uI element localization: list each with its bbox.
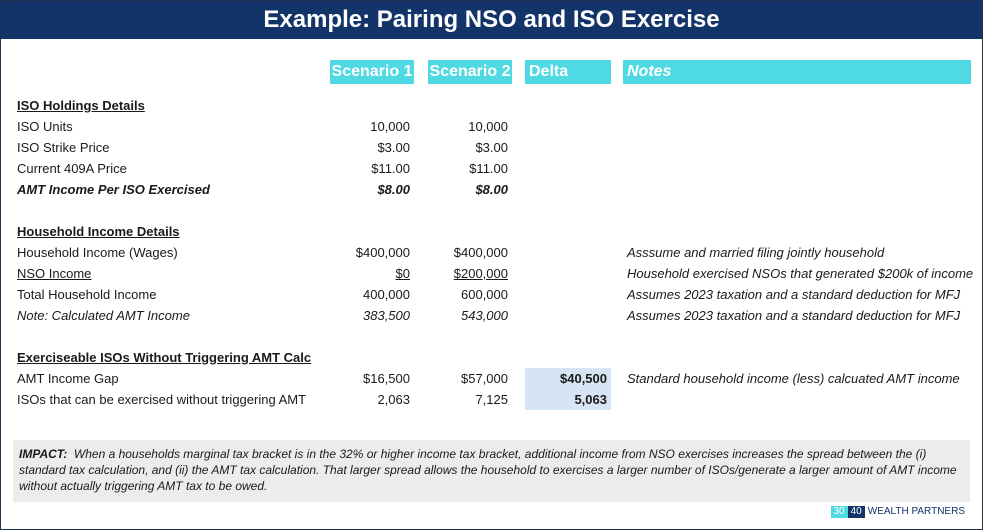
row-note: Household exercised NSOs that generated … bbox=[627, 266, 974, 281]
brand-mark-part-2: 40 bbox=[847, 506, 865, 518]
scenario-2-value: 543,000 bbox=[461, 308, 508, 323]
scenario-1-value: 383,500 bbox=[363, 308, 410, 323]
table-row: ISO Units 10,000 10,000 bbox=[1, 116, 982, 137]
row-label: Note: Calculated AMT Income bbox=[17, 308, 190, 323]
row-label: AMT Income Per ISO Exercised bbox=[17, 182, 210, 197]
row-label: NSO Income bbox=[17, 266, 92, 281]
impact-text: When a households marginal tax bracket i… bbox=[19, 447, 957, 493]
delta-value: $40,500 bbox=[525, 368, 611, 389]
scenario-1-value: $16,500 bbox=[363, 371, 410, 386]
scenario-2-value: $8.00 bbox=[475, 182, 508, 197]
table-row: AMT Income Gap $16,500 $57,000 $40,500 S… bbox=[1, 368, 982, 389]
section-exerciseable-isos: Exerciseable ISOs Without Triggering AMT… bbox=[1, 347, 982, 368]
section-household-income: Household Income Details bbox=[1, 221, 982, 242]
scenario-2-value: $400,000 bbox=[453, 245, 508, 260]
table-row: NSO Income $0 $200,000 Household exercis… bbox=[1, 263, 982, 284]
row-label: Household Income (Wages) bbox=[17, 245, 178, 260]
row-note: Assumes 2023 taxation and a standard ded… bbox=[627, 287, 961, 302]
row-label: Total Household Income bbox=[17, 287, 157, 302]
table-row: Current 409A Price $11.00 $11.00 bbox=[1, 158, 982, 179]
row-label: ISO Strike Price bbox=[17, 140, 110, 155]
scenario-1-value: 10,000 bbox=[370, 119, 410, 134]
scenario-1-value: $0 bbox=[395, 266, 410, 281]
impact-label: IMPACT: bbox=[19, 447, 68, 461]
scenario-2-value: $200,000 bbox=[453, 266, 508, 281]
scenario-1-value: 400,000 bbox=[363, 287, 410, 302]
scenario-1-value: $11.00 bbox=[371, 161, 410, 176]
header-notes: Notes bbox=[623, 60, 971, 84]
table-row: AMT Income Per ISO Exercised $8.00 $8.00 bbox=[1, 179, 982, 200]
scenario-2-value: 7,125 bbox=[475, 392, 508, 407]
table-row: Household Income (Wages) $400,000 $400,0… bbox=[1, 242, 982, 263]
row-note: Assumes 2023 taxation and a standard ded… bbox=[627, 308, 961, 323]
brand-mark-part-1: 30 bbox=[830, 506, 848, 518]
header-delta: Delta bbox=[525, 60, 611, 84]
scenario-2-value: 10,000 bbox=[468, 119, 508, 134]
table-row: Note: Calculated AMT Income 383,500 543,… bbox=[1, 305, 982, 326]
table-row: ISO Strike Price $3.00 $3.00 bbox=[1, 137, 982, 158]
scenario-1-value: $8.00 bbox=[377, 182, 410, 197]
scenario-2-value: 600,000 bbox=[461, 287, 508, 302]
scenario-2-value: $11.00 bbox=[469, 161, 508, 176]
page-title: Example: Pairing NSO and ISO Exercise bbox=[1, 1, 982, 39]
brand-name: WEALTH PARTNERS bbox=[867, 506, 965, 517]
section-iso-holdings: ISO Holdings Details bbox=[1, 95, 982, 116]
row-note: Asssume and married filing jointly house… bbox=[627, 245, 885, 260]
scenario-1-value: $3.00 bbox=[377, 140, 410, 155]
scenario-2-value: $3.00 bbox=[475, 140, 508, 155]
scenario-1-value: 2,063 bbox=[377, 392, 410, 407]
delta-value: 5,063 bbox=[525, 389, 611, 410]
row-label: AMT Income Gap bbox=[17, 371, 119, 386]
row-label: Current 409A Price bbox=[17, 161, 127, 176]
impact-box: IMPACT: When a households marginal tax b… bbox=[13, 440, 970, 502]
section-title: Exerciseable ISOs Without Triggering AMT… bbox=[17, 350, 312, 365]
header-scenario-1: Scenario 1 bbox=[330, 60, 414, 84]
scenario-2-value: $57,000 bbox=[461, 371, 508, 386]
brand-logo: 30 40 WEALTH PARTNERS bbox=[830, 506, 965, 518]
table-row: ISOs that can be exercised without trigg… bbox=[1, 389, 982, 410]
table-row: Total Household Income 400,000 600,000 A… bbox=[1, 284, 982, 305]
row-note: Standard household income (less) calcuat… bbox=[627, 371, 960, 386]
header-scenario-2: Scenario 2 bbox=[428, 60, 512, 84]
section-title: Household Income Details bbox=[17, 224, 180, 239]
row-label: ISO Units bbox=[17, 119, 73, 134]
scenario-1-value: $400,000 bbox=[355, 245, 410, 260]
section-title: ISO Holdings Details bbox=[17, 98, 145, 113]
row-label: ISOs that can be exercised without trigg… bbox=[17, 392, 307, 407]
